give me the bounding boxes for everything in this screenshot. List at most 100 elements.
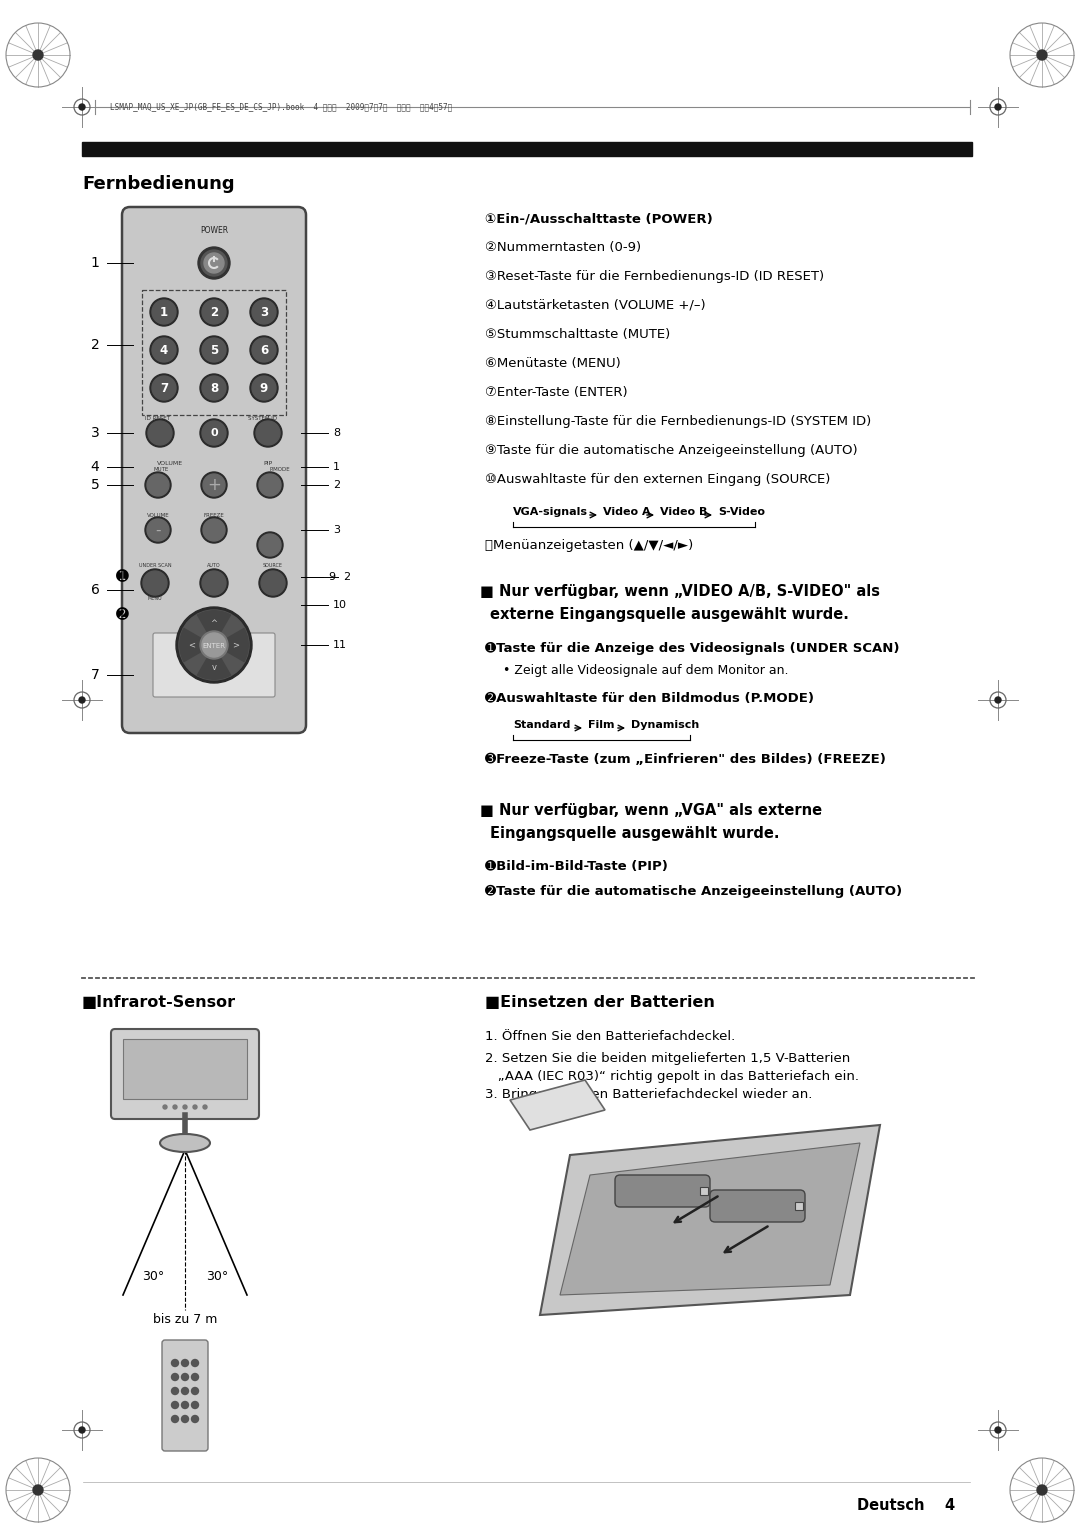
Text: 30°: 30°: [141, 1270, 164, 1284]
Text: ②Nummerntasten (0-9): ②Nummerntasten (0-9): [485, 241, 642, 254]
Text: ➊: ➊: [116, 570, 129, 585]
Circle shape: [200, 374, 228, 402]
Text: ■ Nur verfügbar, wenn „VIDEO A/B, S-VIDEO" als: ■ Nur verfügbar, wenn „VIDEO A/B, S-VIDE…: [480, 584, 880, 599]
Text: 6: 6: [91, 584, 99, 597]
Text: 0: 0: [211, 428, 218, 439]
Text: 7: 7: [91, 668, 99, 681]
Circle shape: [203, 1105, 207, 1109]
Text: ⑧Einstellung-Taste für die Fernbedienungs-ID (SYSTEM ID): ⑧Einstellung-Taste für die Fernbedienung…: [485, 416, 872, 428]
Text: ➋: ➋: [116, 608, 129, 622]
Circle shape: [198, 248, 230, 280]
Text: ⑦Enter-Taste (ENTER): ⑦Enter-Taste (ENTER): [485, 387, 627, 399]
Bar: [123, 1039, 247, 1099]
Text: ③Reset-Taste für die Fernbedienungs-ID (ID RESET): ③Reset-Taste für die Fernbedienungs-ID (…: [485, 270, 824, 283]
Text: 2: 2: [333, 480, 340, 490]
Circle shape: [249, 298, 278, 325]
Circle shape: [183, 1105, 187, 1109]
Text: externe Eingangsquelle ausgewählt wurde.: externe Eingangsquelle ausgewählt wurde.: [490, 607, 849, 622]
Circle shape: [261, 571, 285, 594]
Circle shape: [143, 571, 167, 594]
Circle shape: [179, 610, 249, 680]
Circle shape: [200, 298, 228, 325]
Text: 2: 2: [210, 306, 218, 318]
Text: FREEZE: FREEZE: [204, 513, 225, 518]
Text: ⑥Menütaste (MENU): ⑥Menütaste (MENU): [485, 358, 621, 370]
Circle shape: [201, 251, 227, 277]
Text: 6: 6: [260, 344, 268, 356]
Text: 3: 3: [333, 526, 340, 535]
Circle shape: [257, 472, 283, 498]
Text: 3: 3: [91, 426, 99, 440]
Circle shape: [172, 1374, 178, 1380]
Circle shape: [145, 472, 171, 498]
FancyBboxPatch shape: [111, 1028, 259, 1118]
Text: LSMAP_MAQ_US_XE_JP(GB_FE_ES_DE_CS_JP).book  4 ページ  2009年7月7日  火曜日  午後4晄57分: LSMAP_MAQ_US_XE_JP(GB_FE_ES_DE_CS_JP).bo…: [110, 102, 453, 112]
Circle shape: [152, 299, 176, 324]
Circle shape: [252, 338, 276, 362]
Polygon shape: [510, 1080, 605, 1131]
Circle shape: [201, 516, 227, 542]
Circle shape: [191, 1374, 199, 1380]
Text: 1: 1: [333, 461, 340, 472]
Wedge shape: [197, 610, 231, 645]
Circle shape: [254, 419, 282, 448]
FancyBboxPatch shape: [710, 1190, 805, 1222]
Circle shape: [191, 1360, 199, 1366]
Circle shape: [150, 298, 178, 325]
Text: Fernbedienung: Fernbedienung: [82, 176, 234, 193]
Text: Video A: Video A: [603, 507, 650, 516]
Circle shape: [995, 1427, 1001, 1433]
Circle shape: [200, 568, 228, 597]
Text: 1: 1: [91, 257, 99, 270]
Text: ■Infrarot-Sensor: ■Infrarot-Sensor: [82, 995, 237, 1010]
Text: 4: 4: [160, 344, 168, 356]
Text: MUTE: MUTE: [153, 468, 168, 472]
Text: 8: 8: [210, 382, 218, 394]
Circle shape: [173, 1105, 177, 1109]
Wedge shape: [197, 645, 231, 680]
Text: 2: 2: [343, 571, 350, 582]
Text: ➌Freeze-Taste (zum „Einfrieren" des Bildes) (FREEZE): ➌Freeze-Taste (zum „Einfrieren" des Bild…: [485, 753, 886, 766]
Text: ④Lautstärketasten (VOLUME +/–): ④Lautstärketasten (VOLUME +/–): [485, 299, 705, 312]
Circle shape: [79, 1427, 85, 1433]
FancyBboxPatch shape: [162, 1340, 208, 1452]
Circle shape: [172, 1415, 178, 1423]
Circle shape: [172, 1360, 178, 1366]
Circle shape: [181, 1415, 189, 1423]
Circle shape: [203, 474, 225, 497]
Circle shape: [176, 607, 252, 683]
Circle shape: [79, 104, 85, 110]
Polygon shape: [540, 1125, 880, 1316]
Text: ⑩Auswahltaste für den externen Eingang (SOURCE): ⑩Auswahltaste für den externen Eingang (…: [485, 474, 831, 486]
Circle shape: [141, 568, 168, 597]
Text: Eingangsquelle ausgewählt wurde.: Eingangsquelle ausgewählt wurde.: [490, 827, 780, 840]
Text: 9: 9: [260, 382, 268, 394]
Text: POWER: POWER: [200, 226, 228, 235]
Circle shape: [202, 571, 226, 594]
Text: -: -: [156, 523, 161, 538]
Circle shape: [172, 1387, 178, 1395]
Circle shape: [191, 1387, 199, 1395]
Circle shape: [191, 1401, 199, 1409]
Circle shape: [202, 299, 226, 324]
Circle shape: [181, 1401, 189, 1409]
Text: 5: 5: [210, 344, 218, 356]
Circle shape: [201, 472, 227, 498]
Text: PIP: PIP: [264, 461, 272, 466]
Circle shape: [1037, 1485, 1047, 1494]
Circle shape: [256, 422, 280, 445]
Text: 10: 10: [333, 601, 347, 610]
Text: VOLUME: VOLUME: [147, 513, 170, 518]
Text: ^: ^: [211, 619, 217, 628]
Ellipse shape: [160, 1134, 210, 1152]
Text: SOURCE: SOURCE: [264, 562, 283, 568]
Wedge shape: [214, 628, 249, 663]
Polygon shape: [561, 1143, 860, 1296]
Text: 1. Öffnen Sie den Batteriefachdeckel.: 1. Öffnen Sie den Batteriefachdeckel.: [485, 1030, 735, 1044]
Text: „AAA (IEC R03)“ richtig gepolt in das Batteriefach ein.: „AAA (IEC R03)“ richtig gepolt in das Ba…: [485, 1070, 859, 1083]
Text: 2: 2: [91, 338, 99, 351]
Circle shape: [202, 633, 226, 657]
Text: ENTER: ENTER: [203, 643, 226, 649]
Circle shape: [191, 1415, 199, 1423]
Text: VGA-signals: VGA-signals: [513, 507, 588, 516]
